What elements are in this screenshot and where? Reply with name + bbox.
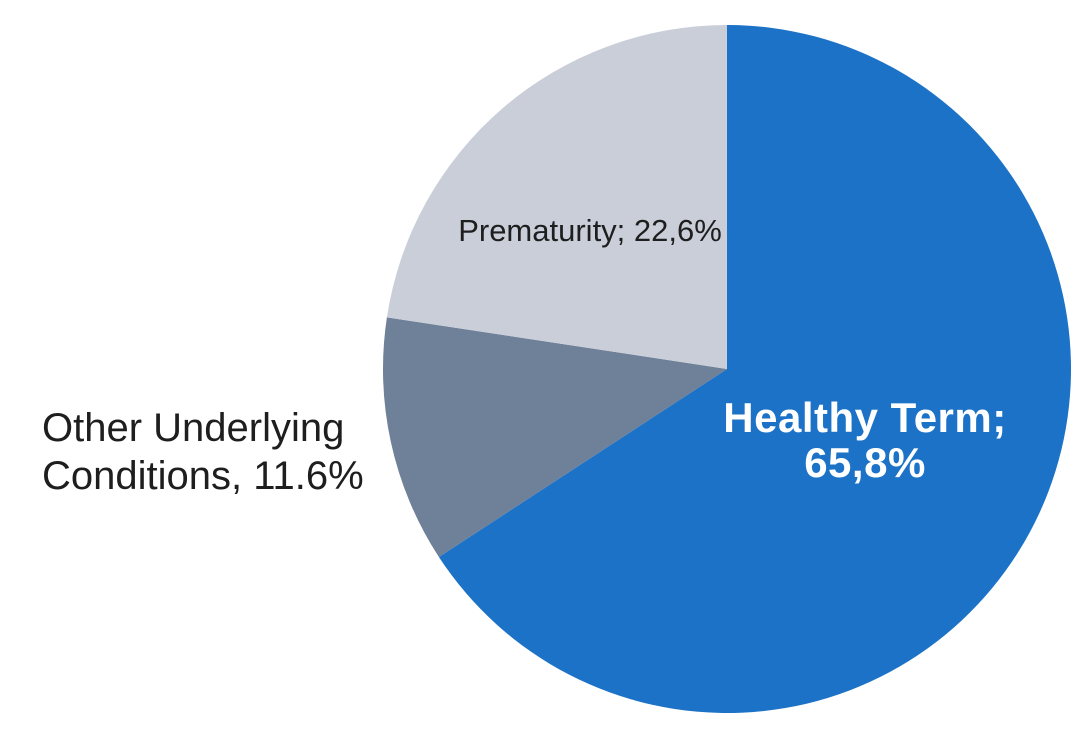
pie-slice-healthy-term [438,25,1071,713]
label-prematurity: Prematurity; 22,6% [458,212,722,250]
pie-slice-other-underlying-conditions [382,317,727,557]
label-other-underlying-conditions-line1: Other Underlying [42,406,345,450]
label-healthy-term-line2: 65,8% [804,439,926,486]
label-prematurity-line1: Prematurity; 22,6% [458,213,722,248]
label-healthy-term-line1: Healthy Term; [723,394,1007,441]
pie-slice-prematurity [386,25,727,369]
label-other-underlying-conditions-line2: Conditions, 11.6% [42,454,364,498]
label-other-underlying-conditions: Other Underlying Conditions, 11.6% [42,404,364,500]
label-healthy-term: Healthy Term; 65,8% [723,395,1006,485]
